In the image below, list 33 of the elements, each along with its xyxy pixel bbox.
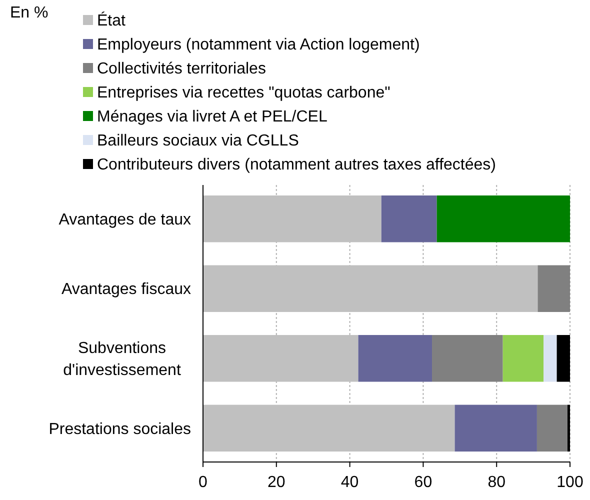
legend-label: Ménages via livret A et PEL/CEL xyxy=(97,108,328,126)
legend-label: Collectivités territoriales xyxy=(97,60,266,78)
bar xyxy=(556,335,570,382)
bar xyxy=(436,195,570,242)
x-tick-label: 40 xyxy=(340,474,359,491)
bar xyxy=(454,404,537,452)
x-tick-label: 0 xyxy=(198,474,208,491)
bar xyxy=(358,335,432,382)
legend-label: Entreprises via recettes "quotas carbone" xyxy=(97,84,390,102)
x-tick-label: 60 xyxy=(414,474,432,491)
bar xyxy=(536,404,568,452)
bar xyxy=(538,265,570,312)
bar xyxy=(203,335,358,382)
bar xyxy=(203,265,538,312)
x-tick-label: 80 xyxy=(488,474,506,491)
y-tick-label: Avantages fiscaux xyxy=(61,281,191,298)
y-tick-label: Subventions d'investissement xyxy=(63,340,182,379)
legend-label: Bailleurs sociaux via CGLLS xyxy=(97,132,299,150)
bar xyxy=(567,404,570,452)
bar xyxy=(544,335,557,382)
legend-label: État xyxy=(97,12,126,30)
bar xyxy=(502,335,544,382)
x-tick-label: 100 xyxy=(556,474,584,491)
text: En % xyxy=(10,4,48,22)
y-tick-label: Prestations sociales xyxy=(48,420,191,438)
legend-label: Contributeurs divers (notamment autres taxes affectées) xyxy=(97,156,496,174)
bar xyxy=(432,335,503,382)
y-tick-label: Avantages de taux xyxy=(58,211,191,228)
bar xyxy=(381,195,437,242)
legend-label: Employeurs (notamment via Action logement) xyxy=(97,36,420,54)
bar xyxy=(203,404,455,452)
bar xyxy=(203,195,382,242)
x-tick-label: 20 xyxy=(268,474,286,491)
